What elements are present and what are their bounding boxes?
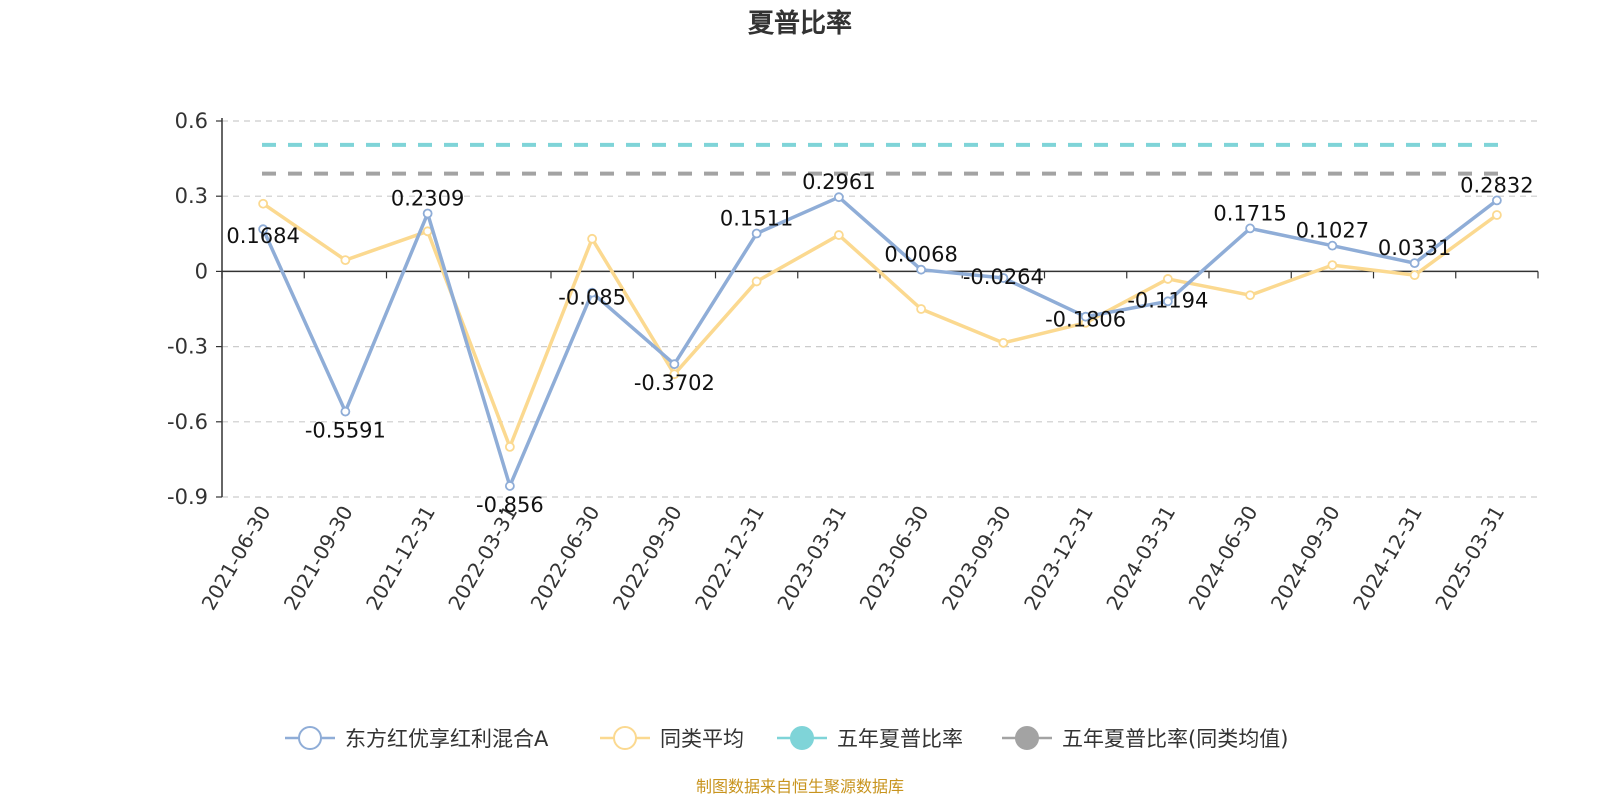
legend-label: 同类平均 [660, 727, 744, 751]
data-point [669, 369, 680, 380]
x-axis-ticks: 2021-06-30 2021-09-30 2021-12-31 2022-03-31… [197, 502, 1510, 615]
data-label: -0.0264 [963, 265, 1044, 289]
y-tick-label: 0.3 [175, 184, 208, 208]
x-tick-label: 2024-09-30 [1266, 502, 1345, 615]
legend-item-2: 五年夏普比率 [777, 726, 963, 751]
data-point [422, 208, 433, 219]
x-tick-label: 2021-09-30 [279, 502, 358, 615]
series-line-1 [262, 202, 1498, 449]
y-axis-ticks: 0.6 0.3 0 -0.3 -0.6 -0.9 [167, 109, 222, 509]
series-line-0 [261, 195, 1498, 488]
data-point [916, 304, 927, 314]
data-point [669, 359, 680, 370]
data-label: 0.1027 [1296, 219, 1369, 243]
legend-swatch-marker [790, 726, 814, 750]
data-point [1162, 296, 1173, 307]
y-tick-label: -0.6 [167, 410, 208, 434]
data-label: 0.2961 [802, 170, 875, 194]
data-label: 0.1684 [226, 224, 299, 248]
data-label: 0.2832 [1460, 173, 1533, 197]
legend: 东方红优享红利混合A 同类平均 五年夏普比率 五年夏普比率(同类均值) [285, 726, 1288, 751]
chart-title: 夏普比率 [748, 8, 852, 39]
x-tick-label: 2024-06-30 [1184, 502, 1263, 615]
x-tick-label: 2024-03-31 [1101, 502, 1180, 615]
x-tick-label: 2023-12-31 [1019, 502, 1098, 615]
legend-swatch-marker [613, 726, 637, 750]
data-point [1409, 270, 1420, 281]
legend-label: 五年夏普比率(同类均值) [1062, 727, 1288, 751]
data-point [1409, 258, 1420, 269]
data-point [1327, 240, 1338, 251]
data-label: 0.2309 [391, 187, 464, 211]
data-point [1245, 223, 1256, 234]
data-label: 0.1715 [1213, 201, 1286, 225]
data-label: -0.3702 [634, 371, 715, 395]
data-point [1491, 210, 1502, 220]
data-point [258, 198, 269, 209]
data-point [1327, 260, 1338, 271]
x-tick-label: 2023-09-30 [937, 502, 1016, 615]
x-tick-label: 2025-03-31 [1430, 502, 1509, 615]
data-label: -0.5591 [305, 419, 386, 443]
data-point [998, 337, 1009, 348]
x-tick-label: 2023-03-31 [772, 502, 851, 615]
x-tick-label: 2021-12-31 [361, 502, 440, 615]
data-label: -0.1194 [1127, 288, 1208, 312]
x-tick-label: 2021-06-30 [197, 502, 276, 615]
x-tick-label: 2022-12-31 [690, 502, 769, 615]
data-point [504, 481, 515, 491]
data-label: -0.085 [558, 286, 626, 310]
legend-item-0: 东方红优享红利混合A [285, 726, 549, 751]
y-tick-label: -0.9 [167, 485, 208, 509]
data-label: 0.0331 [1378, 236, 1451, 260]
data-point [1162, 274, 1173, 284]
data-point [340, 406, 351, 417]
data-label: -0.856 [476, 493, 544, 517]
data-point [916, 264, 927, 275]
legend-label: 五年夏普比率 [837, 727, 963, 751]
y-tick-label: 0.6 [175, 109, 208, 133]
data-point [1080, 311, 1091, 322]
gridlines [222, 120, 1538, 498]
y-tick-label: 0 [195, 259, 208, 283]
legend-item-3: 五年夏普比率(同类均值) [1002, 726, 1288, 751]
data-point [587, 287, 598, 298]
data-point [751, 276, 762, 287]
data-point [751, 228, 762, 239]
x-tick-label: 2024-12-31 [1348, 502, 1427, 615]
y-tick-label: -0.3 [167, 335, 208, 359]
x-tick-label: 2023-06-30 [855, 502, 934, 615]
x-tick-label: 2022-03-31 [443, 502, 522, 615]
series-lines [258, 192, 1502, 491]
data-point [587, 233, 598, 244]
legend-swatch-marker [1015, 726, 1039, 750]
data-point [504, 441, 515, 452]
data-point [833, 230, 844, 240]
data-label: 0.1511 [720, 207, 793, 231]
data-point [998, 273, 1009, 283]
data-point [833, 192, 844, 203]
legend-swatch-marker [298, 726, 322, 750]
legend-label: 东方红优享红利混合A [345, 727, 549, 751]
data-point [258, 224, 269, 235]
data-point [1491, 195, 1502, 206]
legend-item-1: 同类平均 [600, 726, 744, 751]
source-note: 制图数据来自恒生聚源数据库 [696, 777, 904, 796]
data-point [1245, 290, 1256, 301]
reference-lines [262, 142, 1498, 176]
data-label: -0.1806 [1045, 308, 1126, 332]
data-point [340, 255, 351, 266]
x-tick-label: 2022-06-30 [526, 502, 605, 615]
x-tick-label: 2022-09-30 [608, 502, 687, 615]
data-label: 0.0068 [884, 243, 957, 267]
data-labels: 0.1684 -0.5591 0.2309 -0.856 -0.085 -0.3702 0.… [226, 170, 1533, 517]
